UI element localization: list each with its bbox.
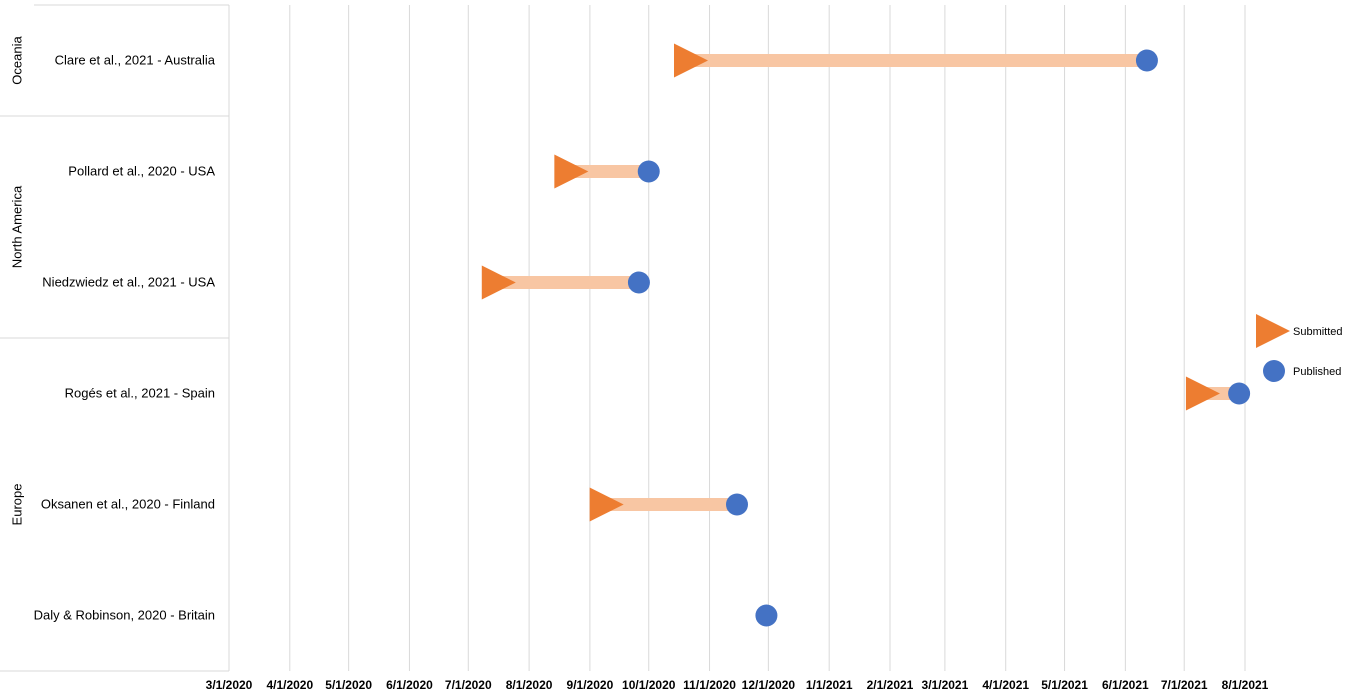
row-label: Daly & Robinson, 2020 - Britain: [34, 608, 215, 623]
legend-published-marker: [1263, 360, 1285, 382]
region-label-oceania: Oceania: [9, 36, 24, 85]
x-tick-label: 10/1/2020: [622, 678, 676, 692]
x-tick-label: 3/1/2020: [206, 678, 253, 692]
row-label: Niedzwiedz et al., 2021 - USA: [42, 275, 215, 290]
x-tick-label: 12/1/2020: [742, 678, 796, 692]
x-tick-label: 11/1/2020: [683, 678, 736, 692]
published-marker: [627, 271, 650, 294]
submitted-marker: [554, 154, 589, 189]
region-label-north-america: North America: [9, 185, 24, 268]
x-tick-label: 1/1/2021: [806, 678, 853, 692]
submitted-marker: [481, 265, 516, 300]
x-tick-label: 2/1/2021: [867, 678, 914, 692]
x-tick-label: 4/1/2020: [266, 678, 313, 692]
submitted-marker: [1185, 376, 1220, 411]
x-tick-label: 5/1/2021: [1041, 678, 1088, 692]
row-label: Pollard et al., 2020 - USA: [68, 164, 215, 179]
x-tick-label: 6/1/2021: [1102, 678, 1149, 692]
row-label: Oksanen et al., 2020 - Finland: [41, 497, 215, 512]
x-tick-label: 5/1/2020: [325, 678, 372, 692]
published-marker: [1228, 382, 1251, 405]
published-marker: [637, 160, 660, 183]
legend-label-submitted: Submitted: [1293, 326, 1343, 338]
published-marker: [726, 493, 748, 516]
x-tick-label: 4/1/2021: [982, 678, 1029, 692]
x-tick-label: 7/1/2020: [445, 678, 492, 692]
x-tick-label: 3/1/2021: [922, 678, 969, 692]
x-tick-label: 6/1/2020: [386, 678, 433, 692]
legend-label-published: Published: [1293, 366, 1341, 378]
region-label-europe: Europe: [9, 484, 24, 526]
row-label: Clare et al., 2021 - Australia: [55, 53, 216, 68]
x-tick-label: 9/1/2020: [567, 678, 614, 692]
x-tick-label: 8/1/2020: [506, 678, 553, 692]
x-tick-label: 7/1/2021: [1161, 678, 1208, 692]
x-tick-label: 8/1/2021: [1222, 678, 1269, 692]
submitted-marker: [589, 487, 624, 522]
legend-submitted-marker: [1256, 314, 1290, 348]
published-marker: [1135, 49, 1158, 72]
submitted-marker: [674, 43, 709, 78]
row-label: Rogés et al., 2021 - Spain: [65, 386, 215, 401]
published-marker: [755, 604, 778, 627]
